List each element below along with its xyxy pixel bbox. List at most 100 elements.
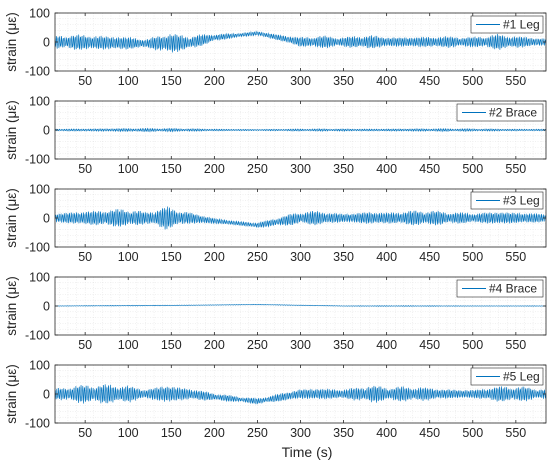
x-tick-label: 100	[118, 162, 139, 176]
panels-root: 50 100 150 200 250 300 350 400 450 500 550-1000100…	[4, 7, 547, 440]
grid	[55, 12, 546, 72]
x-tick-label: 500	[462, 162, 483, 176]
x-tick-label: 150	[161, 74, 182, 88]
legend-box	[456, 103, 544, 122]
x-tick-label: 200	[204, 426, 225, 440]
x-tick-label: 100	[118, 250, 139, 264]
y-tick-label: -100	[25, 241, 50, 255]
x-tick-label: 500	[462, 426, 483, 440]
legend-label: #3 Leg	[503, 194, 540, 208]
x-tick-label: 450	[419, 426, 440, 440]
x-tick-label: 50	[78, 74, 92, 88]
x-tick-label: 450	[419, 162, 440, 176]
x-tick-label: 350	[333, 74, 354, 88]
x-tick-label: 150	[161, 162, 182, 176]
series-line	[55, 384, 546, 405]
x-tick-label: 250	[247, 74, 268, 88]
legend-box	[470, 367, 544, 386]
x-tick-label: 400	[376, 250, 397, 264]
x-tick-label: 250	[247, 162, 268, 176]
y-tick-label: 0	[43, 212, 50, 226]
legend: #4 Brace	[456, 279, 544, 298]
legend-box	[456, 279, 544, 298]
x-tick-label: 350	[333, 250, 354, 264]
y-tick-label: -100	[25, 329, 50, 343]
panel-4: 50 100 150 200 250 300 350 400 450 500 550 -100 0 100…	[4, 271, 547, 352]
x-tick-label: 400	[376, 426, 397, 440]
y-tick-label: -100	[25, 153, 50, 167]
y-tick-label: -100	[25, 65, 50, 79]
legend-box	[470, 15, 544, 34]
x-tick-label: 500	[462, 250, 483, 264]
x-tick-label: 200	[204, 74, 225, 88]
legend-label: #4 Brace	[489, 282, 537, 296]
x-tick-label: 450	[419, 338, 440, 352]
panel-5: 50 100 150 200 250 300 350 400 450 500 550 -100 0 100…	[4, 359, 547, 440]
x-axis-title-group: Time (s)	[282, 444, 333, 460]
legend-label: #1 Leg	[503, 18, 540, 32]
y-tick-label: 100	[29, 183, 50, 197]
y-tick-label: 100	[29, 95, 50, 109]
legend-label: #5 Leg	[503, 370, 540, 384]
x-axis-title: Time (s)	[282, 444, 333, 460]
x-tick-label: 250	[247, 250, 268, 264]
x-tick-label: 500	[462, 74, 483, 88]
x-tick-label: 400	[376, 338, 397, 352]
x-tick-label: 50	[78, 426, 92, 440]
x-tick-label: 50	[78, 162, 92, 176]
x-tick-label: 250	[247, 426, 268, 440]
x-tick-label: 300	[290, 338, 311, 352]
panel-2: 50 100 150 200 250 300 350 400 450 500 550 -100 0 100…	[4, 95, 547, 176]
y-axis-title: strain (με)	[4, 188, 19, 248]
legend: #2 Brace	[456, 103, 544, 122]
x-tick-label: 350	[333, 162, 354, 176]
y-tick-label: 100	[29, 7, 50, 21]
x-tick-label: 300	[290, 250, 311, 264]
y-axis-title: strain (με)	[4, 364, 19, 424]
legend: #5 Leg	[470, 367, 544, 386]
x-tick-label: 300	[290, 426, 311, 440]
y-tick-label: 100	[29, 271, 50, 285]
x-tick-label: 250	[247, 338, 268, 352]
legend-box	[470, 191, 544, 210]
x-tick-label: 200	[204, 250, 225, 264]
x-tick-label: 50	[78, 338, 92, 352]
series-line	[55, 303, 546, 307]
panel-1: 50 100 150 200 250 300 350 400 450 500 550 -100 0 100…	[4, 7, 547, 88]
y-tick-label: 0	[43, 36, 50, 50]
x-tick-label: 550	[505, 74, 526, 88]
series-line	[55, 206, 546, 230]
series-line	[55, 30, 546, 53]
x-tick-label: 300	[290, 74, 311, 88]
x-tick-label: 450	[419, 250, 440, 264]
legend-label: #2 Brace	[489, 106, 537, 120]
x-tick-label: 400	[376, 74, 397, 88]
legend: #1 Leg	[470, 15, 544, 34]
x-tick-label: 350	[333, 338, 354, 352]
y-axis-title: strain (με)	[4, 276, 19, 336]
y-tick-label: 0	[43, 300, 50, 314]
x-tick-label: 100	[118, 74, 139, 88]
x-tick-label: 550	[505, 338, 526, 352]
x-tick-label: 550	[505, 250, 526, 264]
x-tick-label: 350	[333, 426, 354, 440]
x-tick-label: 50	[78, 250, 92, 264]
panel-3: 50 100 150 200 250 300 350 400 450 500 550 -100 0 100…	[4, 183, 547, 264]
x-tick-label: 550	[505, 426, 526, 440]
y-tick-label: 100	[29, 359, 50, 373]
x-tick-label: 400	[376, 162, 397, 176]
x-tick-label: 550	[505, 162, 526, 176]
y-tick-label: 0	[43, 388, 50, 402]
y-axis-title: strain (με)	[4, 100, 19, 160]
x-tick-label: 150	[161, 426, 182, 440]
x-tick-label: 300	[290, 162, 311, 176]
x-tick-label: 200	[204, 338, 225, 352]
x-tick-label: 200	[204, 162, 225, 176]
x-tick-label: 150	[161, 338, 182, 352]
x-tick-label: 100	[118, 338, 139, 352]
x-tick-label: 100	[118, 426, 139, 440]
x-tick-label: 450	[419, 74, 440, 88]
x-tick-label: 150	[161, 250, 182, 264]
x-tick-label: 500	[462, 338, 483, 352]
